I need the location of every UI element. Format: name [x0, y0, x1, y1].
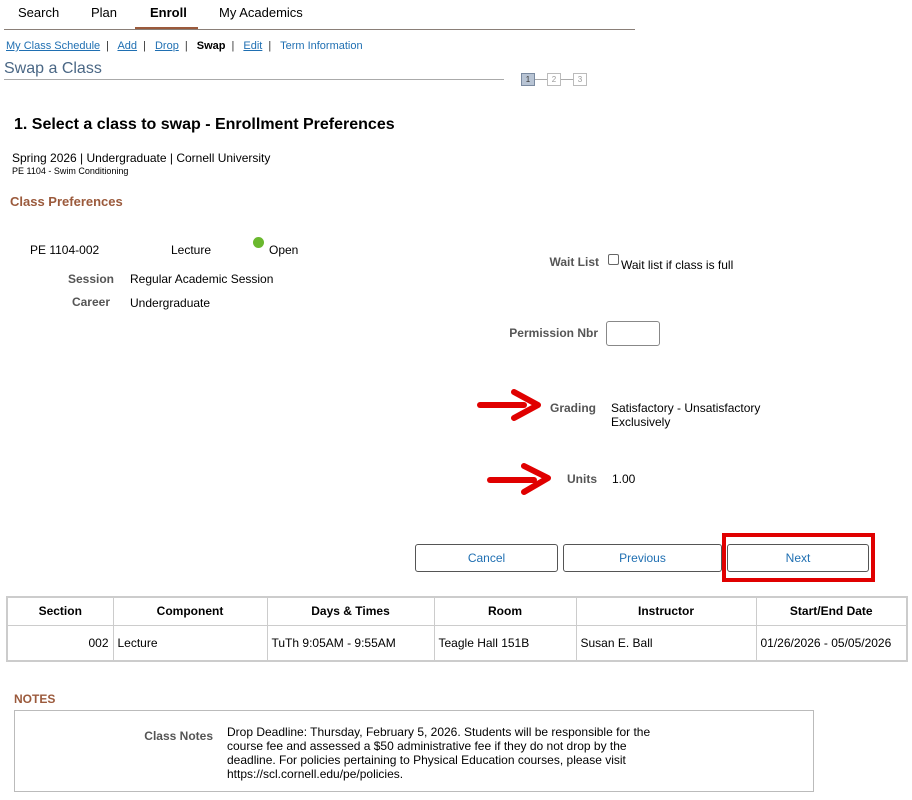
class-notes-text: Drop Deadline: Thursday, February 5, 202… — [227, 725, 650, 781]
tab-divider — [4, 29, 635, 30]
open-status-icon — [253, 237, 264, 248]
cell-days-times: TuTh 9:05AM - 9:55AM — [266, 624, 435, 662]
class-notes-label: Class Notes — [144, 729, 213, 743]
grading-value-line1: Satisfactory - Unsatisfactory — [611, 401, 761, 415]
active-tab-indicator — [135, 27, 198, 30]
subnav: My Class Schedule | Add | Drop | Swap | Edit… — [6, 40, 363, 52]
red-arrow-icon — [477, 389, 541, 421]
class-preferences-title: Class Preferences — [10, 194, 123, 209]
career-value: Undergraduate — [130, 296, 211, 310]
term-info: Spring 2026 | Undergraduate | Cornell Un… — [12, 151, 271, 165]
note-line: https://scl.cornell.edu/pe/policies. — [227, 767, 404, 781]
tab-plan[interactable]: Plan — [91, 5, 118, 20]
table-header-row: Section Component Days & Times Room Inst… — [6, 596, 908, 626]
subnav-add[interactable]: Add — [117, 40, 138, 52]
cell-dates: 01/26/2026 - 05/05/2026 — [755, 624, 908, 662]
class-table: Section Component Days & Times Room Inst… — [6, 596, 908, 662]
grading-label: Grading — [549, 401, 596, 415]
session-value: Regular Academic Session — [130, 272, 274, 286]
notes-title: NOTES — [14, 692, 56, 706]
next-button[interactable]: Next — [727, 544, 869, 572]
step-1: 1 — [521, 73, 535, 86]
tab-search[interactable]: Search — [18, 5, 60, 20]
column-header: Start/End Date — [755, 596, 908, 626]
cell-room: Teagle Hall 151B — [433, 624, 577, 662]
column-header: Instructor — [575, 596, 757, 626]
cell-instructor: Susan E. Ball — [575, 624, 757, 662]
column-header: Component — [112, 596, 268, 626]
column-header: Days & Times — [266, 596, 435, 626]
waitlist-label: Wait List — [549, 255, 599, 269]
table-row: 002 Lecture TuTh 9:05AM - 9:55AM Teagle … — [6, 624, 908, 662]
career-label: Career — [71, 295, 110, 309]
step-2: 2 — [547, 73, 561, 86]
subnav-swap: Swap — [196, 40, 226, 52]
course-info: PE 1104 - Swim Conditioning — [12, 166, 129, 176]
tab-my-academics[interactable]: My Academics — [219, 5, 303, 20]
session-label: Session — [67, 272, 114, 286]
column-header: Section — [6, 596, 114, 626]
permission-number-input[interactable] — [606, 321, 660, 346]
notes-box: Class Notes Drop Deadline: Thursday, Feb… — [14, 710, 814, 792]
page-title: Swap a Class — [4, 60, 102, 77]
red-arrow-icon — [487, 463, 551, 495]
units-label: Units — [567, 472, 597, 486]
cell-section: 002 — [6, 624, 114, 662]
class-component: Lecture — [171, 243, 212, 257]
column-header: Room — [433, 596, 577, 626]
class-status: Open — [269, 243, 299, 257]
step-connector — [561, 79, 573, 80]
grading-value-line2: Exclusively — [611, 415, 671, 429]
cancel-button[interactable]: Cancel — [415, 544, 558, 572]
title-divider — [4, 79, 504, 80]
subnav-drop[interactable]: Drop — [154, 40, 179, 52]
step-connector — [535, 79, 547, 80]
note-line: deadline. For policies pertaining to Phy… — [227, 753, 626, 767]
tab-enroll[interactable]: Enroll — [150, 5, 187, 20]
note-line: Drop Deadline: Thursday, February 5, 202… — [227, 725, 651, 739]
waitlist-checkbox-label: Wait list if class is full — [621, 258, 734, 272]
permission-label: Permission Nbr — [509, 326, 598, 340]
step-3: 3 — [573, 73, 587, 86]
step-heading: 1. Select a class to swap - Enrollment P… — [14, 116, 395, 133]
cell-component: Lecture — [112, 624, 268, 662]
subnav-my-class-schedule[interactable]: My Class Schedule — [6, 40, 101, 52]
subnav-term-information[interactable]: Term Information — [280, 40, 363, 52]
units-value: 1.00 — [612, 472, 636, 486]
class-section: PE 1104-002 — [30, 243, 100, 257]
red-highlight-box — [722, 533, 875, 582]
subnav-edit[interactable]: Edit — [243, 40, 263, 52]
note-line: course fee and assessed a $50 administra… — [227, 739, 627, 753]
previous-button[interactable]: Previous — [563, 544, 722, 572]
waitlist-checkbox[interactable] — [608, 254, 619, 265]
